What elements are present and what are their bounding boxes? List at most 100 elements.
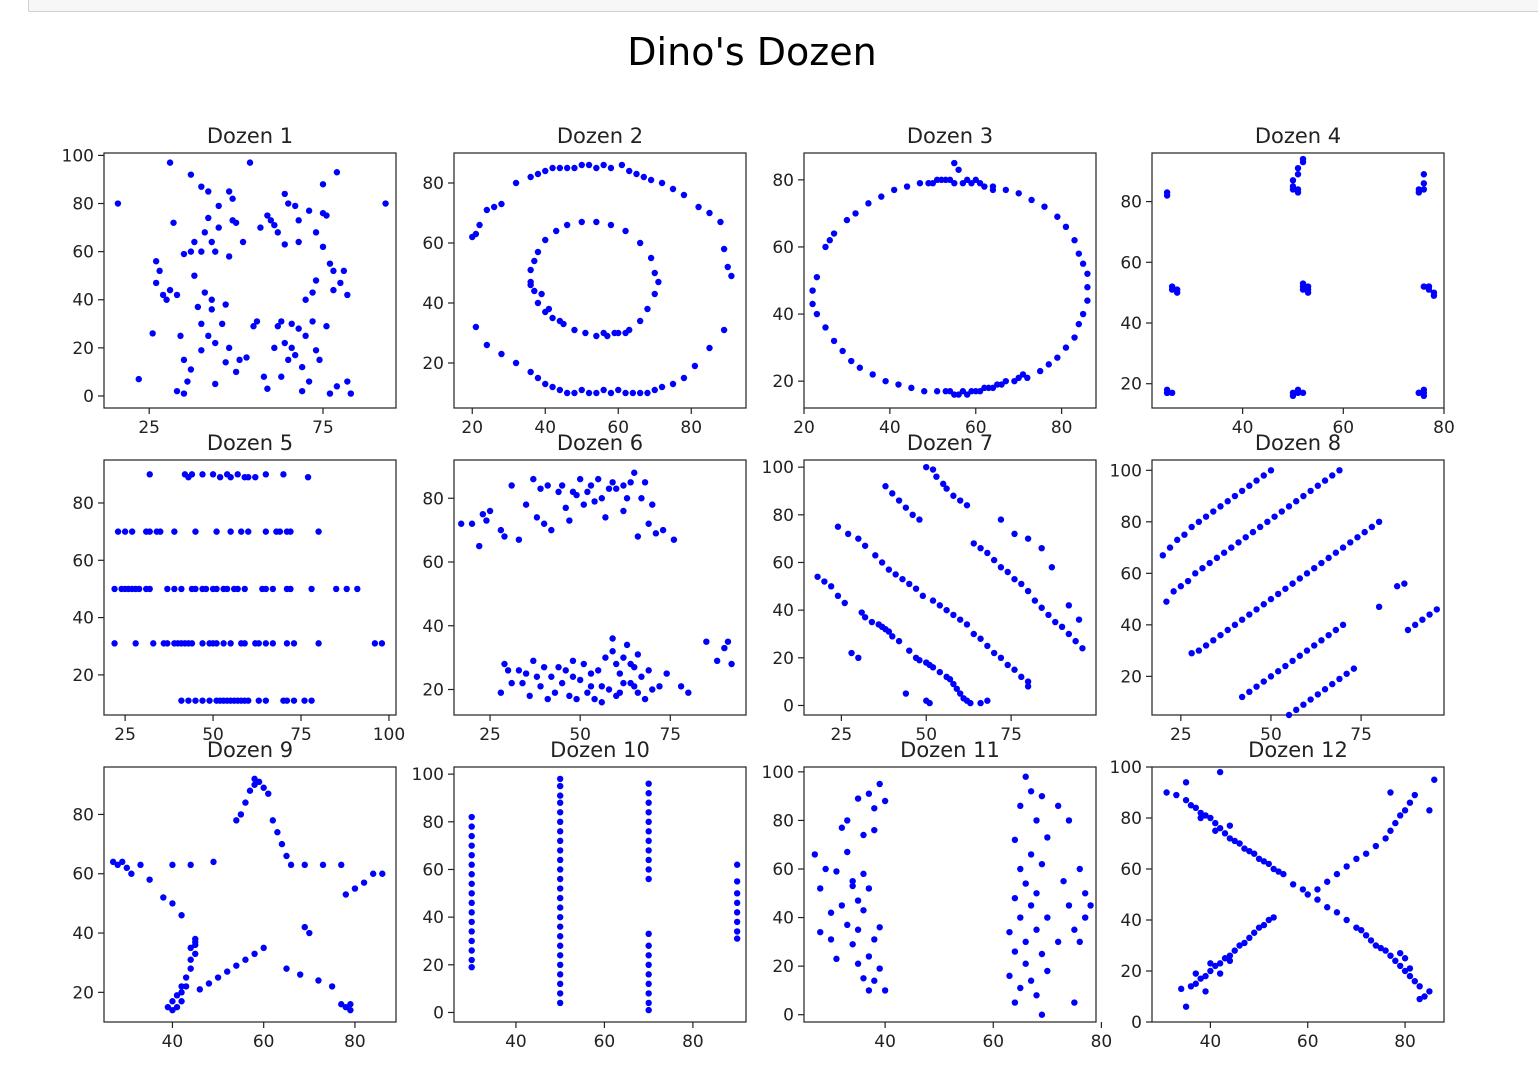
data-point <box>337 279 344 287</box>
data-point <box>906 647 913 654</box>
data-point <box>1238 616 1246 623</box>
data-point <box>132 640 139 647</box>
x-tick-label: 25 <box>138 418 160 438</box>
data-point <box>848 649 855 657</box>
data-point <box>527 281 534 289</box>
data-point <box>1022 960 1029 967</box>
data-point <box>556 923 564 930</box>
data-point <box>566 517 573 524</box>
data-point <box>854 897 862 904</box>
y-tick-label: 100 <box>412 765 444 785</box>
data-point <box>1224 626 1231 634</box>
data-point <box>1303 647 1311 654</box>
data-point <box>187 861 194 869</box>
data-point <box>977 544 984 552</box>
data-point <box>587 482 595 489</box>
data-point <box>1242 534 1249 541</box>
data-point <box>114 200 122 207</box>
data-point <box>951 179 958 187</box>
axes-frame <box>803 459 1097 716</box>
data-point <box>1241 939 1248 947</box>
data-point <box>1260 921 1268 929</box>
data-point <box>989 384 997 392</box>
data-point <box>252 473 259 481</box>
data-point <box>556 971 564 978</box>
data-point <box>262 528 270 535</box>
data-point <box>1343 670 1350 677</box>
data-point <box>1216 768 1224 776</box>
data-point <box>1065 602 1073 609</box>
data-point <box>264 385 271 392</box>
data-point <box>620 482 627 489</box>
data-point <box>593 218 600 226</box>
data-point <box>656 683 663 690</box>
data-point <box>733 878 741 885</box>
data-point <box>319 243 327 251</box>
data-point <box>1246 482 1253 489</box>
data-point <box>205 980 213 987</box>
data-point <box>631 469 638 476</box>
data-point <box>885 566 893 573</box>
data-point <box>717 218 724 226</box>
y-tick-label: 100 <box>62 146 94 166</box>
data-point <box>180 356 188 364</box>
data-point <box>1271 513 1278 520</box>
data-point <box>645 837 652 845</box>
data-point <box>192 938 199 946</box>
data-point <box>1387 952 1394 959</box>
data-point <box>479 510 487 518</box>
data-point <box>889 633 896 640</box>
data-point <box>551 689 559 696</box>
y-tick-label: 40 <box>422 908 444 928</box>
subplot-1: Dozen 1 25 75 0 20 40 60 80 100 <box>62 124 397 438</box>
data-point <box>1062 223 1070 231</box>
axes-frame <box>1151 459 1445 716</box>
data-point <box>607 221 615 229</box>
subplot-title: Dozen 8 <box>1255 431 1341 455</box>
data-point <box>538 290 545 298</box>
data-point <box>1224 498 1231 505</box>
data-point <box>609 648 616 655</box>
data-point <box>340 267 348 275</box>
data-point <box>645 952 652 959</box>
y-tick-label: 40 <box>1120 314 1142 334</box>
data-point <box>227 528 234 535</box>
data-point <box>209 471 217 478</box>
data-point <box>1182 796 1190 804</box>
data-point <box>255 697 262 704</box>
data-point <box>855 654 862 662</box>
data-point <box>990 556 998 564</box>
data-point <box>344 291 351 299</box>
data-point <box>347 390 355 397</box>
subplot-10: Dozen 10 40 60 80 0 20 40 60 80 100 <box>412 738 747 1052</box>
y-tick-label: 100 <box>762 458 794 478</box>
data-point <box>634 533 642 540</box>
data-point <box>1166 544 1174 551</box>
data-point <box>308 697 315 704</box>
data-point <box>468 928 475 935</box>
data-point <box>328 983 336 990</box>
data-point <box>638 495 645 502</box>
data-point <box>555 488 562 496</box>
data-point <box>173 387 181 395</box>
data-point <box>210 858 217 866</box>
data-point <box>645 856 652 864</box>
axes-frame <box>453 152 747 409</box>
data-point <box>542 236 549 244</box>
data-point <box>1294 164 1302 172</box>
data-point <box>1168 283 1176 290</box>
data-point <box>295 325 302 332</box>
data-point <box>1022 938 1029 946</box>
data-point <box>302 332 309 340</box>
x-tick-label: 25 <box>114 725 136 745</box>
data-point <box>972 176 979 184</box>
data-point <box>281 241 288 248</box>
data-point <box>929 466 937 473</box>
data-point <box>669 185 677 193</box>
data-point <box>1054 354 1061 361</box>
data-point <box>171 585 178 593</box>
data-point <box>1213 554 1221 562</box>
data-point <box>283 640 291 647</box>
data-point <box>315 528 322 535</box>
data-point <box>556 913 564 921</box>
